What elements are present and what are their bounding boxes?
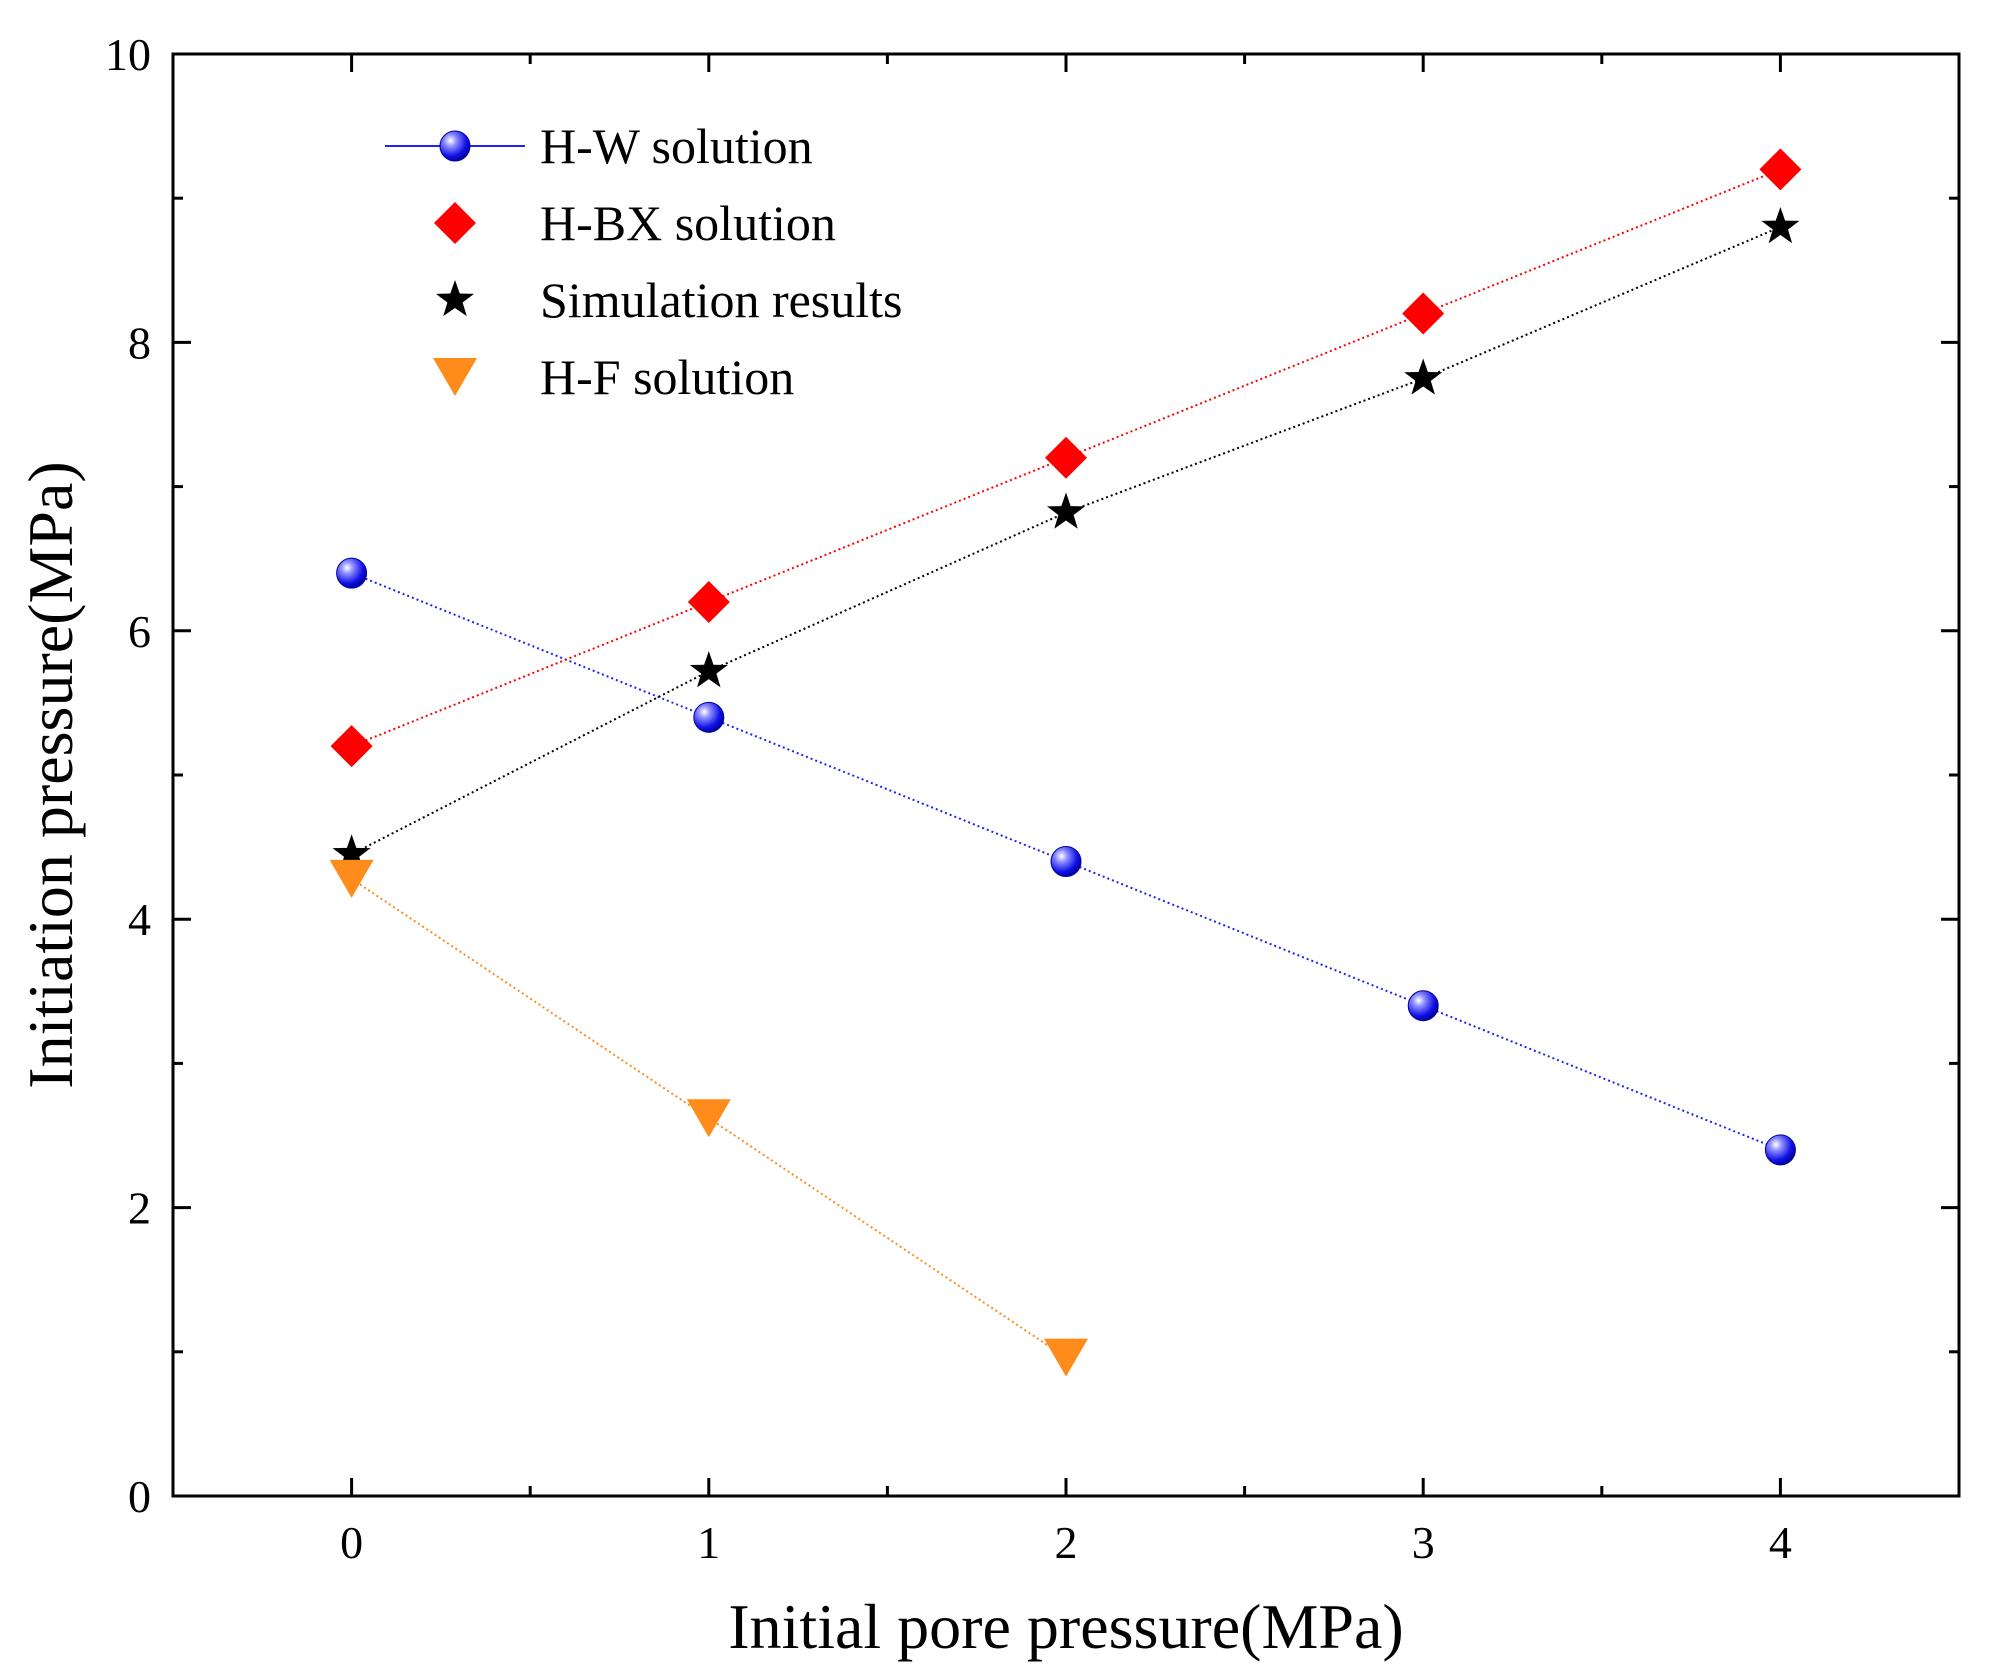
x-tick-label: 4: [1769, 1517, 1792, 1568]
legend-marker-simulation-results: [435, 280, 475, 317]
data-point-h-w-solution: [1050, 846, 1082, 878]
data-point-h-w-solution: [336, 557, 368, 589]
legend-label-h-f-solution: H-F solution: [540, 349, 794, 405]
data-point-simulation-results: [1761, 207, 1800, 244]
y-tick-label: 4: [128, 894, 151, 945]
x-tick-label: 2: [1055, 1517, 1078, 1568]
x-tick-label: 0: [340, 1517, 363, 1568]
x-tick-label: 3: [1412, 1517, 1435, 1568]
data-point-simulation-results: [332, 834, 371, 871]
y-tick-label: 0: [128, 1471, 151, 1522]
legend-marker-h-w-solution: [439, 130, 471, 162]
x-axis-title: Initial pore pressure(MPa): [728, 1591, 1403, 1662]
data-point-h-bx-solution: [1402, 292, 1445, 335]
data-point-h-w-solution: [1764, 1134, 1796, 1166]
data-point-simulation-results: [1046, 492, 1086, 529]
y-tick-label: 10: [105, 29, 151, 80]
y-axis-ticks: 0 2 4 6 8 10: [105, 29, 1959, 1522]
legend-marker-h-bx-solution: [434, 202, 476, 244]
x-axis-ticks: 0 1 2 3 4: [340, 54, 1792, 1568]
y-axis-title: Initiation pressure(MPa): [15, 461, 86, 1088]
legend: H-W solution H-BX solution Simulation resu…: [385, 118, 903, 405]
data-point-h-bx-solution: [1759, 148, 1802, 191]
data-point-h-f-solution: [686, 1099, 731, 1138]
data-point-simulation-results: [689, 651, 728, 688]
y-tick-label: 8: [128, 317, 151, 368]
legend-marker-h-f-solution: [433, 358, 477, 396]
legend-label-simulation-results: Simulation results: [540, 272, 903, 328]
legend-label-h-w-solution: H-W solution: [540, 118, 813, 174]
data-point-h-f-solution: [1044, 1338, 1088, 1377]
data-point-h-bx-solution: [687, 580, 730, 623]
x-tick-label: 1: [697, 1517, 720, 1568]
series-markers: [329, 148, 1802, 1377]
data-point-h-w-solution: [693, 701, 725, 733]
data-point-h-f-solution: [329, 859, 374, 898]
plot-frame: [171, 52, 1961, 1498]
y-tick-label: 2: [128, 1183, 151, 1234]
legend-label-h-bx-solution: H-BX solution: [540, 195, 836, 251]
data-point-h-w-solution: [1407, 990, 1439, 1022]
data-point-h-bx-solution: [1045, 436, 1087, 479]
data-point-h-bx-solution: [330, 725, 373, 768]
data-point-simulation-results: [1404, 358, 1443, 395]
series-lines: [351, 168, 1781, 1359]
y-tick-label: 6: [128, 606, 151, 657]
